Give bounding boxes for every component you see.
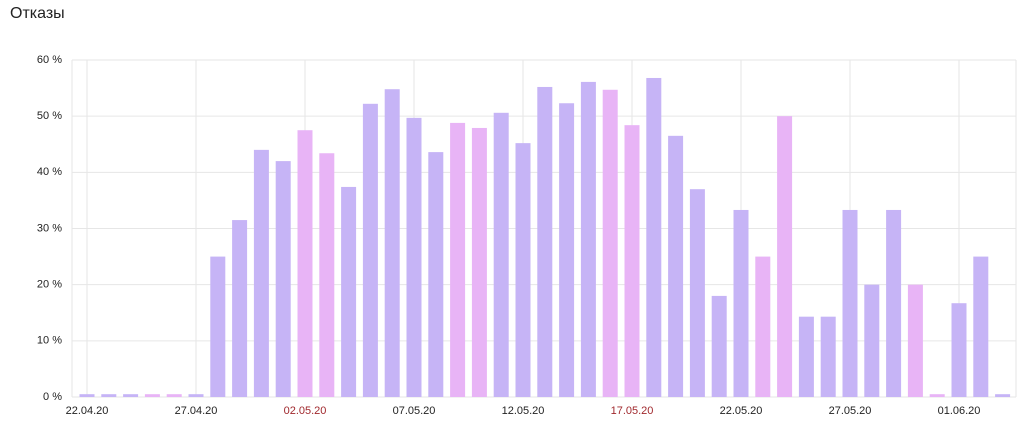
bar	[842, 209, 858, 397]
bar	[646, 77, 662, 398]
x-tick-label: 27.05.20	[829, 405, 872, 417]
bar	[929, 394, 945, 397]
y-tick-label: 30 %	[37, 222, 62, 234]
y-tick-label: 20 %	[37, 279, 62, 291]
x-tick-label: 12.05.20	[502, 405, 545, 417]
bar	[624, 125, 640, 398]
bar	[951, 303, 967, 397]
x-tick-label: 22.04.20	[66, 405, 109, 417]
y-tick-label: 50 %	[37, 110, 62, 122]
bar	[777, 116, 793, 398]
bar	[886, 209, 902, 397]
bar	[362, 103, 378, 397]
bar	[798, 316, 814, 397]
x-tick-label: 07.05.20	[393, 405, 436, 417]
bar	[319, 153, 335, 397]
bar	[580, 81, 596, 397]
x-tick-label: 22.05.20	[720, 405, 763, 417]
bar	[341, 186, 357, 397]
bar	[559, 103, 575, 397]
bar	[515, 143, 531, 397]
chart-title: Отказы	[10, 5, 65, 22]
bar	[450, 122, 466, 397]
bar	[428, 152, 444, 397]
y-tick-label: 60 %	[37, 54, 62, 66]
y-tick-label: 0 %	[43, 391, 62, 403]
y-tick-label: 40 %	[37, 166, 62, 178]
bar	[471, 127, 487, 397]
y-tick-label: 10 %	[37, 335, 62, 347]
bar	[689, 189, 705, 397]
x-tick-label: 27.04.20	[175, 405, 218, 417]
x-tick-label: 17.05.20	[611, 405, 654, 417]
bar	[166, 394, 182, 397]
bar	[493, 112, 509, 398]
bar	[864, 284, 880, 397]
bar	[733, 209, 749, 397]
bar	[602, 89, 618, 397]
bar	[232, 220, 248, 397]
bar	[755, 256, 771, 397]
bar	[973, 256, 989, 397]
bar	[123, 394, 139, 397]
bar	[995, 394, 1011, 397]
bar	[188, 394, 204, 397]
x-tick-label: 01.06.20	[938, 405, 981, 417]
bar	[668, 135, 684, 397]
bar	[711, 295, 727, 397]
bar	[406, 117, 422, 397]
bar	[79, 394, 95, 397]
bar	[101, 394, 117, 397]
bar	[537, 86, 553, 398]
bar	[210, 256, 226, 397]
bar	[820, 316, 836, 397]
bar	[297, 130, 313, 398]
bar	[384, 89, 400, 397]
bar	[144, 394, 160, 397]
bar	[907, 284, 923, 397]
bar	[275, 161, 291, 397]
bar	[253, 149, 269, 397]
x-tick-label: 02.05.20	[284, 405, 327, 417]
